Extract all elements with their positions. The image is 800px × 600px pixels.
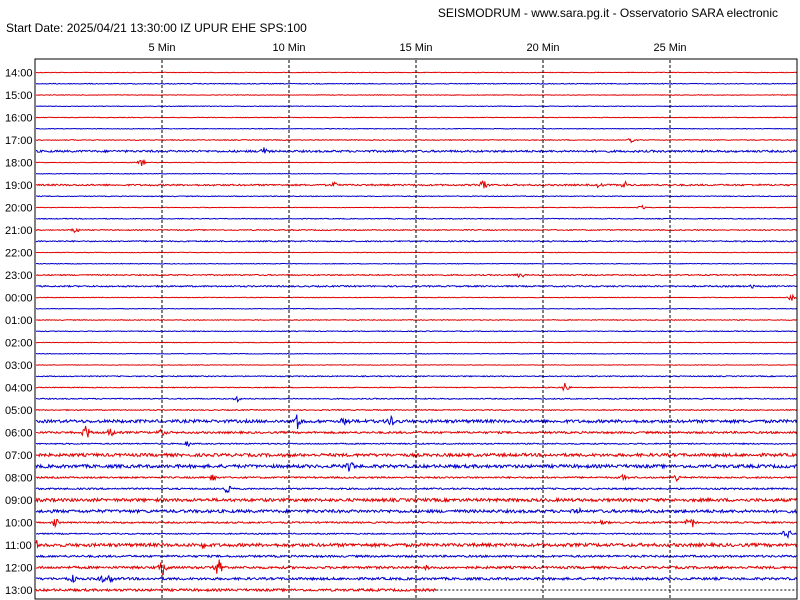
trace-row: 14:00 (5, 68, 798, 85)
row-time-label: 00:00 (5, 293, 33, 305)
trace-row: 12:00 (5, 559, 798, 584)
x-tick-label: 20 Min (526, 42, 559, 54)
trace-row: 10:00 (5, 518, 798, 540)
row-time-label: 11:00 (5, 540, 32, 552)
row-time-label: 21:00 (5, 225, 33, 237)
trace-blue (35, 485, 798, 494)
trace-blue (35, 395, 798, 403)
trace-blue (35, 127, 797, 130)
row-time-label: 07:00 (5, 450, 33, 462)
row-time-label: 17:00 (5, 135, 33, 147)
row-time-label: 22:00 (5, 248, 33, 260)
x-axis-ticks: 5 Min 10 Min 15 Min 20 Min 25 Min (149, 42, 687, 54)
trace-row: 07:00 (5, 450, 798, 472)
row-time-label: 20:00 (5, 203, 33, 215)
chart-title: SEISMODRUM - www.sara.pg.it - Osservator… (438, 6, 778, 20)
chart-start-info: Start Date: 2025/04/21 13:30:00 IZ UPUR … (6, 21, 307, 35)
trace-row: 22:00 (5, 248, 797, 265)
trace-row: 20:00 (5, 203, 797, 220)
trace-row: 21:00 (5, 225, 798, 243)
trace-blue (35, 352, 797, 355)
trace-blue (35, 172, 798, 175)
row-time-label: 12:00 (5, 563, 33, 575)
trace-red (35, 273, 797, 279)
trace-row: 06:00 (5, 425, 798, 448)
row-time-label: 16:00 (5, 113, 33, 125)
trace-row: 09:00 (5, 495, 798, 515)
row-time-label: 14:00 (5, 68, 33, 80)
trace-row: 00:00 (5, 293, 798, 310)
x-tick-label: 15 Min (399, 42, 432, 54)
row-time-label: 04:00 (5, 383, 33, 395)
x-tick-label: 25 Min (653, 42, 686, 54)
row-time-label: 02:00 (5, 338, 33, 350)
trace-row: 13:00 (5, 585, 797, 597)
row-time-label: 15:00 (5, 90, 33, 102)
row-time-label: 03:00 (5, 360, 33, 372)
trace-row: 05:00 (5, 405, 798, 430)
trace-row: 19:00 (5, 180, 797, 198)
trace-blue (35, 262, 797, 265)
row-time-label: 05:00 (5, 405, 33, 417)
row-time-label: 19:00 (5, 180, 33, 192)
trace-blue (35, 217, 797, 220)
trace-row: 15:00 (5, 90, 797, 108)
trace-row: 18:00 (5, 158, 798, 175)
row-time-label: 10:00 (5, 518, 33, 530)
chart-frame (34, 58, 798, 600)
trace-row: 11:00 (5, 539, 798, 559)
row-time-label: 18:00 (5, 158, 33, 170)
x-tick-label: 5 Min (149, 42, 176, 54)
trace-row: 16:00 (5, 113, 798, 130)
trace-red (35, 587, 437, 593)
trace-row: 04:00 (5, 383, 798, 403)
row-time-label: 01:00 (5, 315, 33, 327)
x-tick-label: 10 Min (272, 42, 305, 54)
trace-rows: 14:00 15:00 16:00 17:00 18:00 19:00 20:00 21:00… (5, 68, 798, 597)
trace-row: 03:00 (5, 360, 797, 378)
row-time-label: 13:00 (5, 585, 33, 597)
row-time-label: 23:00 (5, 270, 33, 282)
row-time-label: 09:00 (5, 495, 33, 507)
trace-row: 02:00 (5, 338, 797, 355)
row-time-label: 08:00 (5, 473, 33, 485)
trace-red (35, 364, 797, 366)
trace-row: 01:00 (5, 315, 797, 333)
trace-row: 08:00 (5, 473, 798, 494)
trace-blue (35, 307, 798, 310)
trace-row: 23:00 (5, 270, 798, 289)
trace-blue (35, 530, 797, 540)
trace-row: 17:00 (5, 135, 798, 154)
row-time-label: 06:00 (5, 428, 33, 440)
trace-blue (35, 574, 798, 584)
trace-blue (35, 82, 797, 85)
vertical-gridlines (161, 60, 671, 599)
trace-blue (35, 440, 797, 448)
